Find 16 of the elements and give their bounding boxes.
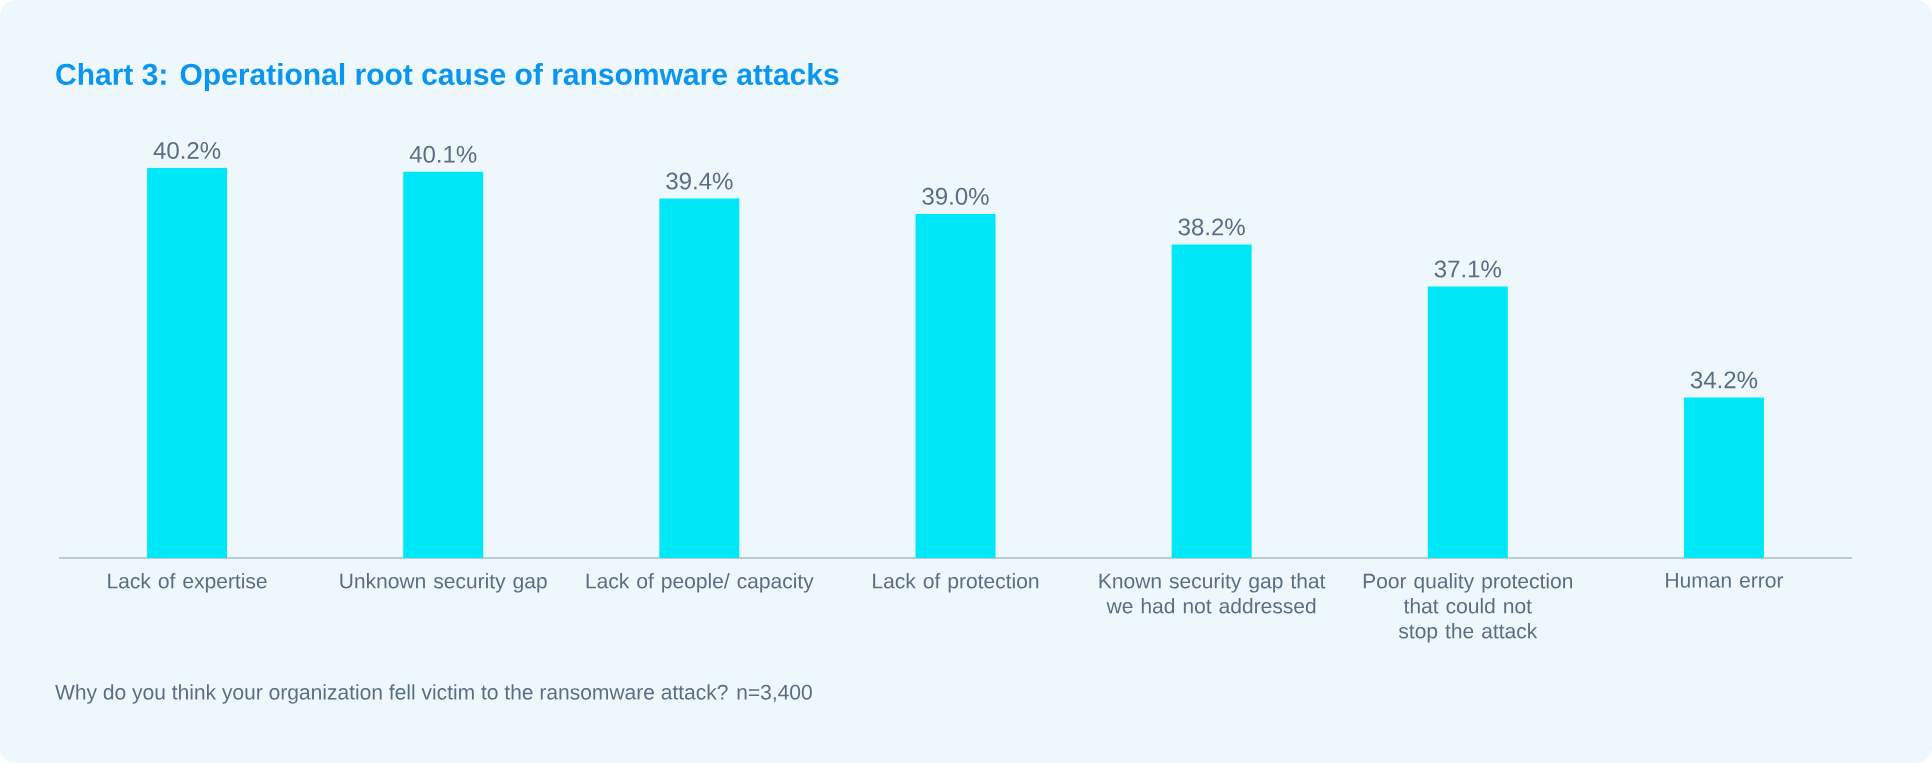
data-label: 34.2% <box>1690 371 1758 389</box>
chart-title: Chart 3: Operational root cause of ransomware attacks <box>56 63 839 91</box>
data-label: 40.1% <box>409 145 477 163</box>
x-tick-label: Lack of protection <box>873 573 1039 593</box>
data-label: 39.0% <box>922 187 989 205</box>
x-tick-label: Lack of people/ capacity <box>586 573 814 593</box>
data-label: 37.1% <box>1434 260 1501 278</box>
data-label: 39.4% <box>666 172 733 190</box>
x-tick-label: Known security gap that we had not addressed <box>1099 573 1326 614</box>
data-label: 38.2% <box>1178 218 1245 236</box>
x-tick-label: Lack of expertise <box>108 573 267 593</box>
x-tick-label: Human error <box>1666 573 1784 588</box>
data-label: 40.2% <box>153 141 221 159</box>
text: Why do you think your organization fell victim to the ransomware attack? n=3,400 <box>55 684 812 704</box>
x-tick-label: Poor quality protection that could not stop the attack <box>1363 573 1573 643</box>
x-tick-label: Unknown security gap <box>340 573 547 593</box>
